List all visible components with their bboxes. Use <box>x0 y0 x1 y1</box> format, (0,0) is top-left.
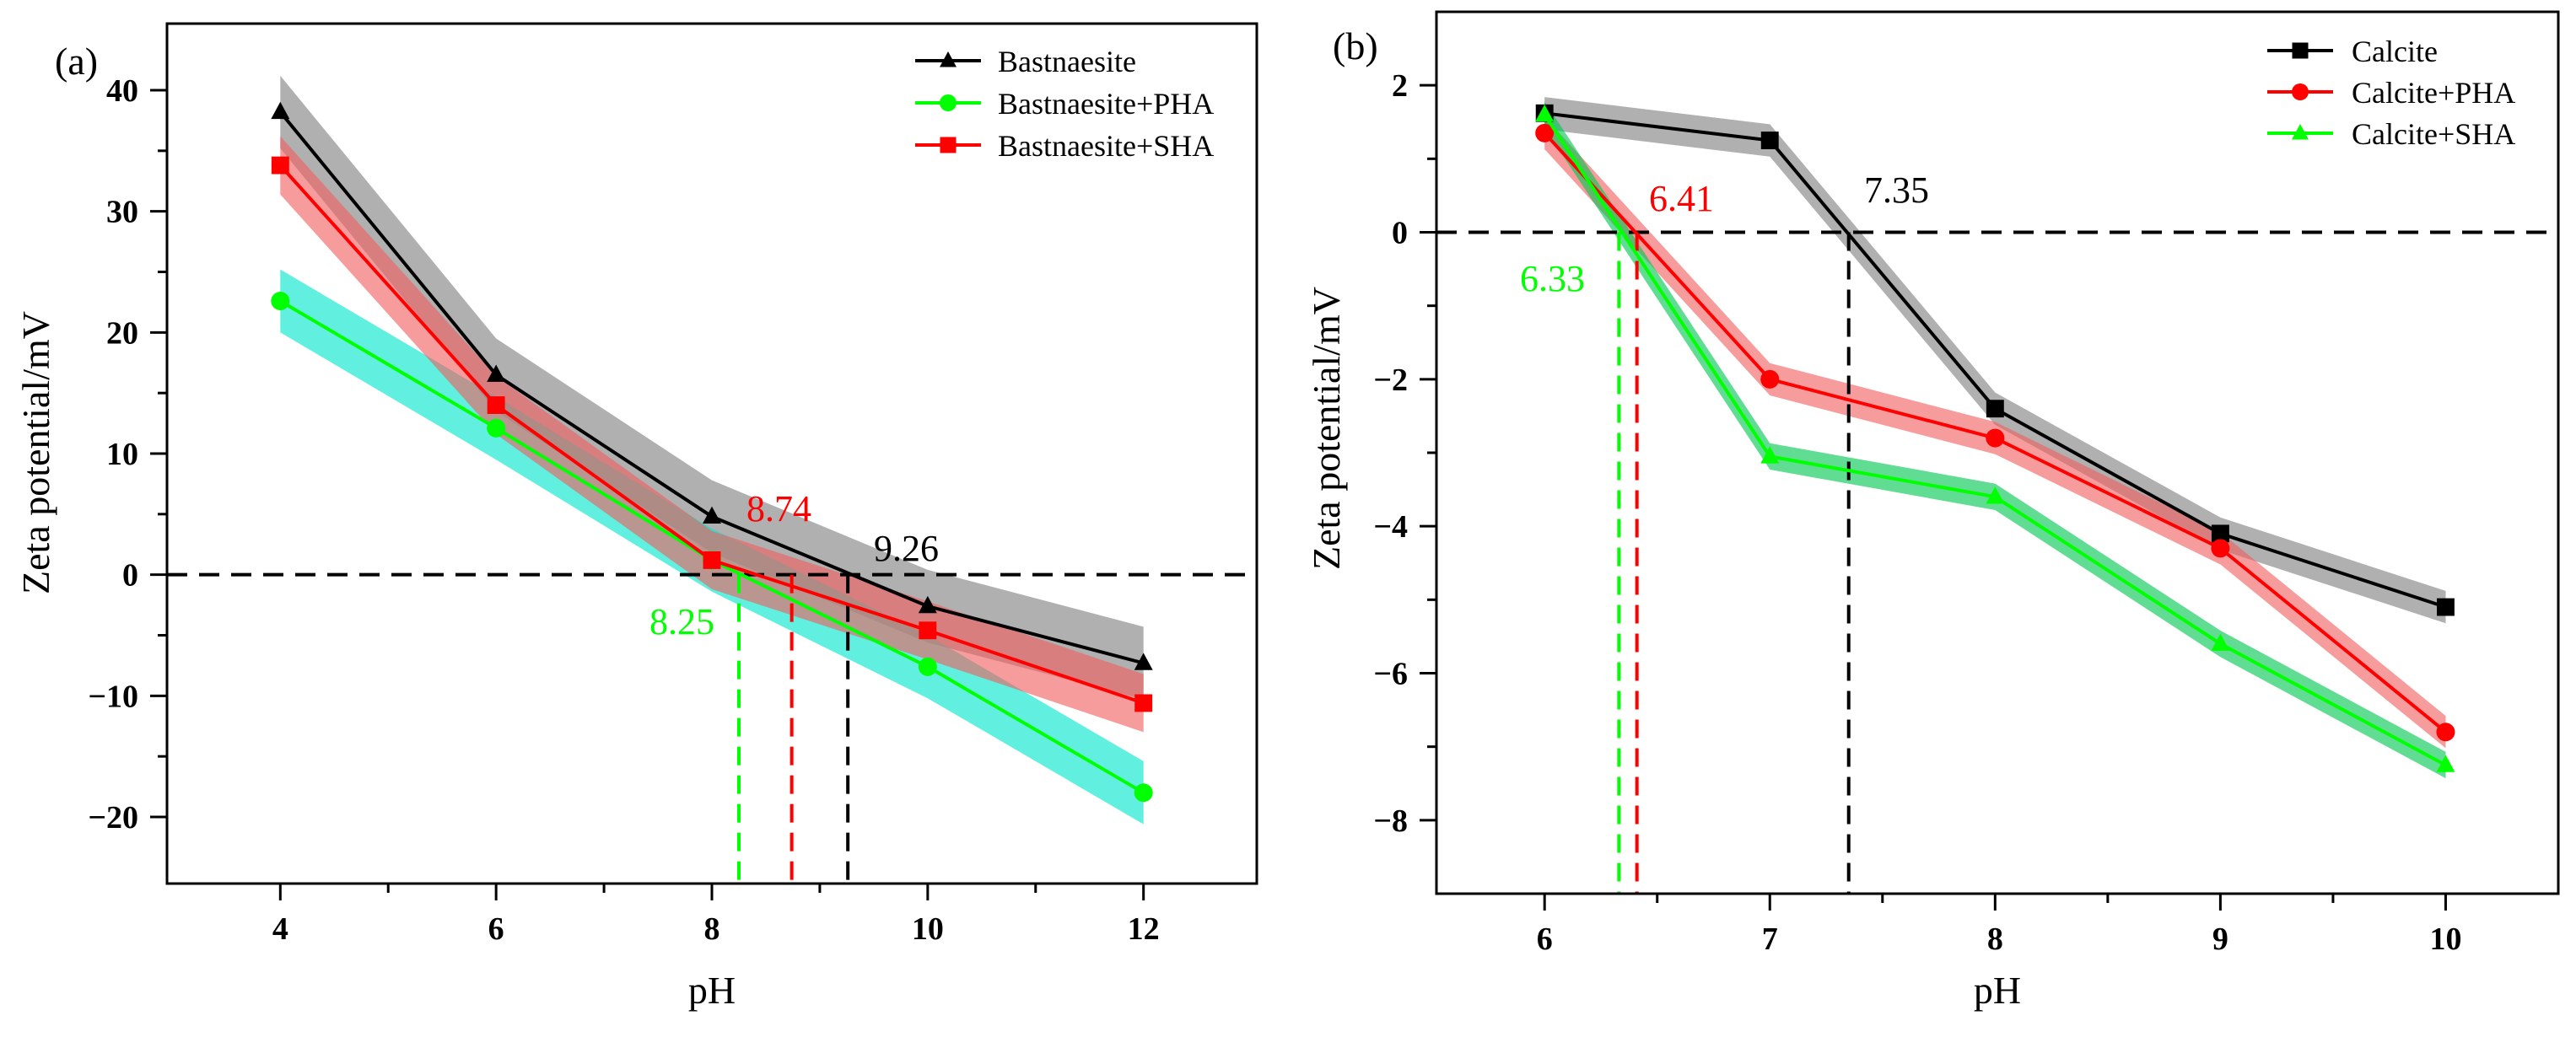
panel-a-y-tick-label: −10 <box>88 679 138 714</box>
panel-a-x-tick-label: 6 <box>488 911 504 947</box>
panel-a-series-2-point-2 <box>487 418 506 438</box>
panel-b-band-1 <box>1544 97 2446 624</box>
panel-a-legend-label-1: Bastnaesite <box>998 45 1136 78</box>
panel-a-series-3-point-2 <box>487 396 505 414</box>
panel-a: 8.74 9.26 8.25 4 6 8 10 12 40 30 20 10 0 −10 −20 pH Zeta… <box>14 22 1258 1012</box>
panel-a-legend-marker-3 <box>940 137 957 153</box>
panel-b-legend-marker-3 <box>2292 124 2309 140</box>
panel-b-series-2-point-5 <box>2436 723 2455 742</box>
panel-b-series-3-point-5 <box>2436 755 2455 772</box>
panel-b-series-2-point-4 <box>2211 539 2230 558</box>
panel-a-x-tick-label: 8 <box>704 911 720 947</box>
panel-a-iep-label-3: 8.25 <box>649 601 714 642</box>
panel-a-y-tick-label: 40 <box>106 73 138 109</box>
panel-a-series-2-point-4 <box>918 657 937 676</box>
panel-b-series-3-point-4 <box>2211 633 2230 651</box>
panel-b-legend-label-2: Calcite+PHA <box>2352 76 2515 110</box>
panel-b-series-2-point-3 <box>1986 428 2005 448</box>
panel-b-y-axis-label: Zeta potential/mV <box>1305 287 1348 570</box>
panel-a-series-3-point-5 <box>1134 694 1153 712</box>
panel-a-iep-label-2: 9.26 <box>874 528 939 569</box>
panel-a-series-3-point-3 <box>703 551 721 569</box>
panel-a-legend-label-2: Bastnaesite+PHA <box>998 87 1214 121</box>
panel-a-series-3-point-4 <box>919 621 937 640</box>
panel-b-legend-marker-1 <box>2292 42 2309 59</box>
panel-a-band-1 <box>280 75 1144 700</box>
panel-b-legend-marker-2 <box>2292 83 2309 100</box>
panel-a-series-1-point-5 <box>1134 653 1153 670</box>
panel-b-y-tick-label: −6 <box>1373 657 1408 692</box>
panel-b-y-tick-label: 2 <box>1392 68 1408 104</box>
panel-b-iep-label-2: 7.35 <box>1864 169 1929 211</box>
panel-a-x-axis-label: pH <box>688 969 736 1012</box>
panel-a-y-axis-label: Zeta potential/mV <box>14 311 57 594</box>
panel-b-band-3 <box>1544 101 2446 779</box>
panel-b-iep-label-1: 6.41 <box>1649 178 1714 219</box>
panel-a-y-tick-label: 0 <box>122 558 138 594</box>
panel-a-x-tick-label: 12 <box>1128 911 1160 947</box>
panel-b-panel-label: (b) <box>1333 24 1378 67</box>
panel-b-y-tick-label: −2 <box>1373 363 1408 398</box>
panel-b: 6.41 7.35 6.33 6 7 8 9 10 2 0 −2 −4 −6 −8 pH Zeta poten… <box>1305 10 2560 1012</box>
panel-a-series-1-point-1 <box>271 101 290 120</box>
panel-b-iep-label-3: 6.33 <box>1520 258 1585 299</box>
panel-a-legend-marker-1 <box>940 51 957 67</box>
panel-b-series-1-point-2 <box>1760 132 1779 149</box>
panel-a-y-tick-label: −20 <box>88 800 138 836</box>
panel-b-x-tick-label: 6 <box>1537 921 1553 957</box>
panel-b-series-1-point-3 <box>1986 400 2004 418</box>
panel-a-legend-marker-2 <box>940 94 957 111</box>
panel-a-panel-label: (a) <box>55 40 98 83</box>
panel-b-y-tick-label: 0 <box>1392 216 1408 251</box>
panel-b-x-tick-label: 10 <box>2429 921 2461 957</box>
panel-a-y-tick-label: 10 <box>106 437 138 472</box>
panel-b-y-tick-label: −8 <box>1373 803 1408 839</box>
panel-b-series-1-point-4 <box>2211 524 2229 543</box>
panel-b-x-axis-label: pH <box>1974 969 2021 1012</box>
panel-a-series-1-point-4 <box>918 595 937 614</box>
panel-a-y-tick-label: 20 <box>106 315 138 351</box>
panel-b-series-3-point-3 <box>1986 486 2005 504</box>
panel-a-series-1-point-3 <box>703 506 721 524</box>
panel-b-x-tick-label: 7 <box>1762 921 1778 957</box>
panel-a-legend-label-3: Bastnaesite+SHA <box>998 129 1214 163</box>
panel-b-legend-label-3: Calcite+SHA <box>2352 117 2515 151</box>
panel-b-series-3-point-2 <box>1760 446 1780 464</box>
panel-b-series-3-point-1 <box>1535 104 1555 122</box>
panel-a-series-3-point-1 <box>271 156 289 175</box>
panel-b-x-tick-label: 9 <box>2212 921 2228 957</box>
panel-a-series-2-point-1 <box>271 291 290 310</box>
panel-a-x-tick-label: 4 <box>272 911 288 947</box>
panel-a-y-tick-label: 30 <box>106 195 138 230</box>
panel-a-series-1-point-2 <box>487 364 506 382</box>
panel-b-y-tick-label: −4 <box>1373 509 1408 545</box>
panel-b-series-1-point-5 <box>2437 598 2455 616</box>
panel-a-x-tick-label: 10 <box>912 911 944 947</box>
panel-b-legend-label-1: Calcite <box>2352 35 2438 68</box>
panel-a-iep-label-1: 8.74 <box>746 488 811 529</box>
panel-b-series-2-point-1 <box>1535 123 1555 142</box>
panel-b-x-tick-label: 8 <box>1987 921 2003 957</box>
panel-a-series-2-point-5 <box>1134 783 1153 803</box>
panel-b-series-2-point-2 <box>1760 369 1780 389</box>
